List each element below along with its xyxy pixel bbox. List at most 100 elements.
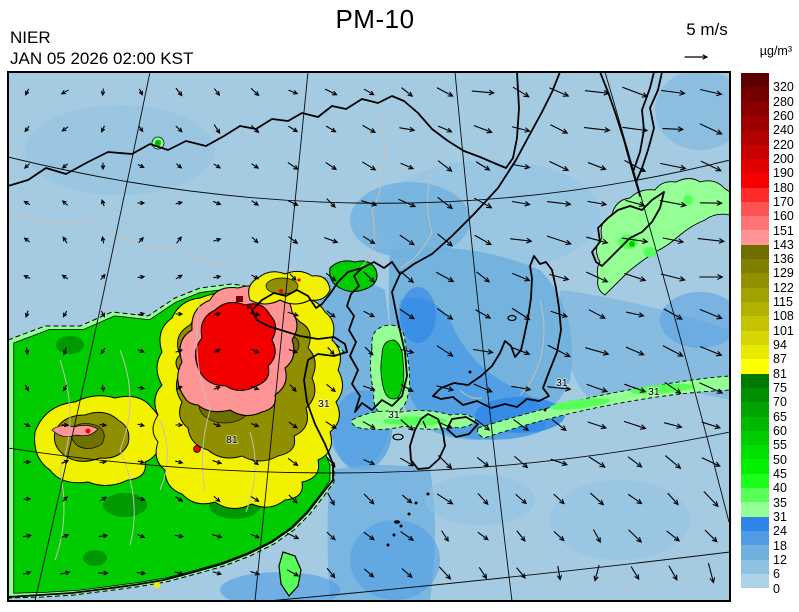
wind-arrow <box>62 310 68 318</box>
wind-arrow <box>666 530 681 542</box>
wind-arrow <box>97 570 109 576</box>
wind-arrow <box>138 236 144 243</box>
contour-label: 31 <box>648 386 660 398</box>
wind-arrow <box>511 307 531 321</box>
wind-arrow <box>176 163 183 169</box>
wind-arrow <box>699 123 723 135</box>
wind-arrow <box>24 310 30 319</box>
wind-arrow <box>326 198 336 208</box>
colorbar-tick-label: 240 <box>773 123 794 138</box>
wind-arrow <box>99 496 107 502</box>
wind-arrow <box>476 419 491 431</box>
colorbar-cell <box>741 545 769 560</box>
wind-arrow <box>437 197 454 210</box>
wind-arrow <box>211 534 223 539</box>
wind-arrow <box>590 492 605 506</box>
colorbar-tick-label: 60 <box>773 424 787 438</box>
colorbar-tick-label: 129 <box>773 266 794 281</box>
wind-arrow <box>586 271 609 283</box>
wind-arrow <box>100 273 106 280</box>
wind-arrow <box>288 349 298 354</box>
pm-green-japan-streak <box>477 375 729 439</box>
wind-arrow <box>61 274 69 280</box>
wind-arrow <box>516 567 526 579</box>
wind-arrow <box>287 532 300 540</box>
colorbar-cell <box>741 459 769 474</box>
wind-arrow <box>362 385 376 391</box>
colorbar-tick-label: 65 <box>773 409 787 424</box>
colorbar-tick-label: 220 <box>773 137 794 152</box>
wind-arrow <box>251 236 259 244</box>
colorbar-cell <box>741 201 769 217</box>
wind-arrow <box>510 237 533 244</box>
wind-arrow <box>287 458 299 467</box>
wind-arrow <box>363 271 375 283</box>
wind-arrow <box>213 163 222 169</box>
wind-arrow <box>289 384 297 392</box>
wind-arrow <box>512 163 531 170</box>
wind-arrow <box>100 347 106 355</box>
wind-arrow <box>361 200 378 207</box>
wind-arrow <box>512 272 531 282</box>
wind-arrow <box>24 126 30 133</box>
wind-arrow <box>61 422 70 428</box>
wind-arrow <box>250 533 261 539</box>
agency-label: NIER <box>10 28 51 47</box>
wind-arrow <box>326 310 336 318</box>
wind-arrow <box>659 200 688 208</box>
wind-arrow <box>511 385 532 392</box>
wind-arrow <box>62 236 68 244</box>
wind-arrow <box>137 385 146 391</box>
wind-arrow <box>363 310 376 318</box>
wind-arrow <box>99 422 108 428</box>
wind-arrow <box>512 86 530 98</box>
wind-arrow <box>250 571 261 576</box>
wind-arrow <box>663 422 683 429</box>
wind-arrow <box>325 162 338 170</box>
wind-arrow <box>400 457 415 467</box>
wind-arrow <box>471 89 496 96</box>
colorbar-cell <box>741 273 769 288</box>
wind-arrow <box>400 419 414 431</box>
wind-arrow <box>623 420 647 430</box>
wind-arrow <box>400 384 414 393</box>
wind-arrow <box>100 310 105 318</box>
wind-arrow <box>699 200 723 206</box>
wind-arrow <box>549 273 570 281</box>
wind-arrow <box>62 347 68 356</box>
contour-label: 81 <box>226 434 238 446</box>
wind-arrow <box>61 126 69 132</box>
colorbar-cell <box>741 473 769 489</box>
colorbar-tick-label: 170 <box>773 194 794 209</box>
wind-arrow <box>699 274 724 280</box>
wind-arrow <box>251 458 260 466</box>
colorbar-tick-label: 108 <box>773 309 794 324</box>
wind-arrow <box>99 459 108 465</box>
wind-arrow <box>400 531 415 541</box>
colorbar-cell <box>741 387 769 403</box>
wind-arrow <box>400 348 415 355</box>
colorbar-cell <box>741 359 769 374</box>
wind-arrow <box>662 237 685 244</box>
wind-arrow <box>472 348 494 355</box>
colorbar-cell <box>741 216 769 231</box>
wind-arrow <box>213 237 222 243</box>
wind-arrow <box>400 271 415 284</box>
colorbar-tick-label: 280 <box>773 94 794 109</box>
colorbar-tick-label: 18 <box>773 538 787 553</box>
wind-arrow <box>476 271 491 283</box>
wind-arrow <box>622 237 649 244</box>
map-frame <box>7 71 731 602</box>
wind-arrow <box>400 162 415 170</box>
colorbar-cell <box>741 316 769 331</box>
wind-arrow <box>136 570 147 576</box>
colorbar-tick-label: 87 <box>773 352 787 367</box>
wind-arrow <box>587 162 607 171</box>
colorbar-tick-label: 70 <box>773 395 787 410</box>
wind-arrow <box>660 273 686 282</box>
wind-arrow <box>60 89 69 95</box>
wind-arrow <box>438 455 453 470</box>
wind-arrow <box>137 163 145 168</box>
